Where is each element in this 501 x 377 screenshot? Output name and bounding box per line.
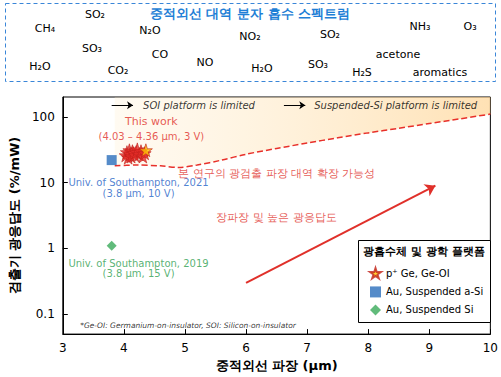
svg-text:광흡수체 및 광학 플랫폼: 광흡수체 및 광학 플랫폼 bbox=[363, 245, 485, 258]
svg-text:CH₄: CH₄ bbox=[35, 22, 56, 35]
svg-text:7: 7 bbox=[303, 341, 311, 355]
svg-text:검출기 광응답도 (%/mW): 검출기 광응답도 (%/mW) bbox=[7, 137, 22, 295]
svg-text:Au, Suspended a-Si: Au, Suspended a-Si bbox=[386, 286, 483, 297]
svg-text:100: 100 bbox=[32, 110, 55, 124]
svg-text:This work: This work bbox=[124, 115, 178, 128]
svg-text:4: 4 bbox=[120, 341, 128, 355]
svg-text:NH₃: NH₃ bbox=[410, 20, 431, 33]
svg-text:H₂O: H₂O bbox=[251, 62, 273, 75]
svg-text:Univ. of Southampton, 2021: Univ. of Southampton, 2021 bbox=[68, 177, 209, 189]
svg-text:(3.8 µm, 15 V): (3.8 µm, 15 V) bbox=[102, 268, 174, 279]
svg-text:Au, Suspended Si: Au, Suspended Si bbox=[386, 304, 473, 315]
svg-text:acetone: acetone bbox=[376, 48, 421, 61]
svg-text:SO₃: SO₃ bbox=[308, 58, 328, 71]
svg-text:aromatics: aromatics bbox=[413, 66, 468, 79]
svg-text:1: 1 bbox=[47, 241, 55, 255]
svg-text:장파장 및 높은 광응답도: 장파장 및 높은 광응답도 bbox=[216, 211, 337, 224]
svg-text:중적외선 대역 분자 흡수 스펙트럼: 중적외선 대역 분자 흡수 스펙트럼 bbox=[150, 6, 350, 21]
svg-text:10: 10 bbox=[40, 176, 55, 190]
svg-text:(3.8 µm, 10 V): (3.8 µm, 10 V) bbox=[102, 188, 174, 199]
svg-text:CO₂: CO₂ bbox=[108, 64, 129, 77]
svg-text:H₂S: H₂S bbox=[352, 66, 372, 79]
svg-text:SOI platform is limited: SOI platform is limited bbox=[143, 100, 256, 111]
svg-text:p⁺ Ge, Ge-OI: p⁺ Ge, Ge-OI bbox=[386, 268, 450, 279]
svg-text:N₂O: N₂O bbox=[139, 24, 161, 37]
svg-text:CO: CO bbox=[152, 48, 169, 61]
svg-text:NO₂: NO₂ bbox=[239, 30, 260, 43]
svg-text:O₃: O₃ bbox=[463, 20, 476, 33]
svg-text:9: 9 bbox=[425, 341, 433, 355]
svg-text:중적외선 파장 (µm): 중적외선 파장 (µm) bbox=[216, 358, 338, 373]
svg-text:(4.03 – 4.36 µm, 3 V): (4.03 – 4.36 µm, 3 V) bbox=[99, 131, 205, 142]
svg-text:SO₂: SO₂ bbox=[320, 28, 340, 41]
svg-text:본 연구의 광검출 파장 대역 확장 가능성: 본 연구의 광검출 파장 대역 확장 가능성 bbox=[178, 167, 375, 180]
svg-text:*Ge-OI: Germanium-on-insulator: *Ge-OI: Germanium-on-insulator, SOI: Sil… bbox=[80, 321, 297, 330]
svg-text:5: 5 bbox=[181, 341, 189, 355]
svg-text:Suspended-Si platform is limit: Suspended-Si platform is limited bbox=[314, 100, 478, 111]
svg-text:Univ. of Southampton, 2019: Univ. of Southampton, 2019 bbox=[68, 257, 209, 269]
svg-text:0.1: 0.1 bbox=[36, 307, 55, 321]
svg-text:H₂O: H₂O bbox=[29, 60, 51, 73]
svg-text:8: 8 bbox=[364, 341, 372, 355]
svg-text:10: 10 bbox=[483, 341, 498, 355]
svg-text:6: 6 bbox=[242, 341, 250, 355]
svg-text:SO₂: SO₂ bbox=[85, 8, 105, 21]
svg-text:NO: NO bbox=[197, 56, 214, 69]
svg-text:SO₃: SO₃ bbox=[82, 42, 102, 55]
svg-text:3: 3 bbox=[59, 341, 67, 355]
